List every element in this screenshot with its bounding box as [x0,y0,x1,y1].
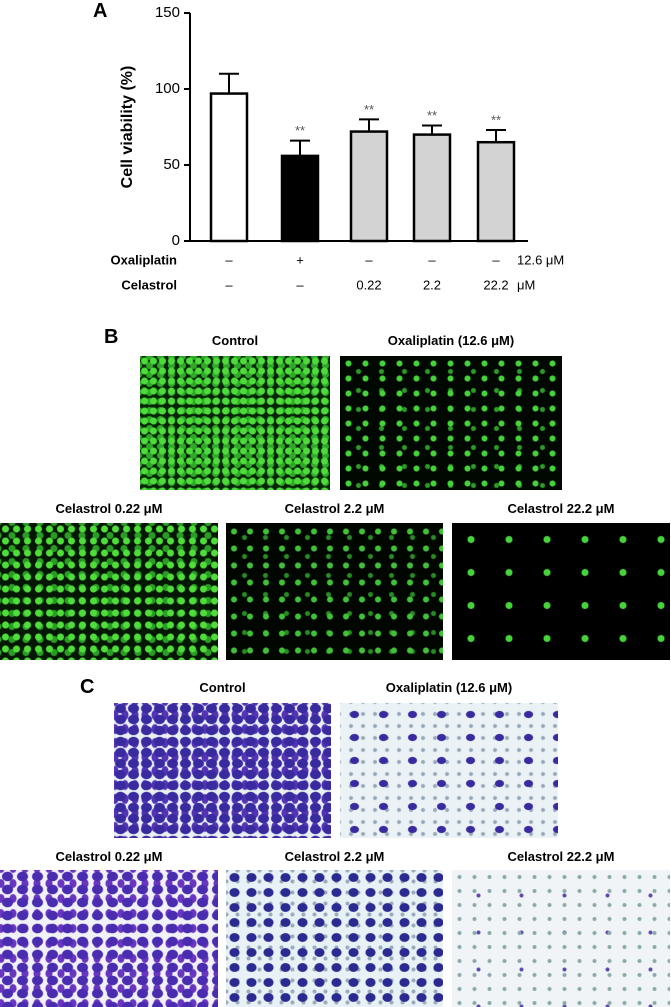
panel-label: B [104,326,119,348]
treatment-level: – [225,277,233,292]
bar [412,133,452,243]
bar-chart: Cell viability (%) 0 50 100 150 ** ** ** ** Oxal… [111,4,565,292]
stain-image [452,870,670,1007]
fluorescence-image [340,356,562,490]
y-tick-label: 100 [155,80,180,97]
treatment-level: 2.2 [423,277,441,292]
significance: ** [364,102,374,117]
image-title: Celastrol 22.2 μM [507,501,615,516]
y-tick-label: 150 [155,4,180,21]
significance: ** [427,108,437,123]
treatment-level: – [225,252,233,267]
treatment-level: 0.22 [356,277,381,292]
image-title: Control [211,333,259,348]
y-axis-label: Cell viability (%) [119,66,136,189]
stain-image [114,703,331,838]
image-title: Celastrol 22.2 μM [507,849,615,864]
image-title: Oxaliplatin (12.6 μM) [385,680,513,695]
treatment-level: + [296,252,304,267]
treatment-level: – [428,252,436,267]
image-title: Celastrol 0.22 μM [55,849,163,864]
fluorescence-image [226,523,443,660]
bar [280,154,320,243]
image-title: Celastrol 0.22 μM [55,501,163,516]
treatment-level: – [365,252,373,267]
unit-label: μM [517,277,535,292]
bar [209,92,249,243]
unit-label: 12.6 μM [517,252,564,267]
fluorescence-image [0,523,218,660]
panel-label: C [80,676,95,698]
significance: ** [491,112,501,127]
image-title: Control [199,680,246,695]
stain-image [340,703,558,838]
panel-label: A [93,0,108,22]
treatment-level: 22.2 [483,277,508,292]
fluorescence-image [140,356,330,490]
stain-image [226,870,443,1007]
significance: ** [295,123,305,138]
treatment-level: – [296,277,304,292]
row-label: Oxaliplatin [111,252,178,267]
image-title: Oxaliplatin (12.6 μM) [387,333,515,348]
image-title: Celastrol 2.2 μM [284,849,385,864]
stain-image [0,870,218,1007]
y-tick-label: 0 [172,232,180,249]
y-tick-label: 50 [163,156,180,173]
treatment-level: – [492,252,500,267]
row-label: Celastrol [121,277,177,292]
bar [349,130,389,243]
image-title: Celastrol 2.2 μM [284,501,385,516]
bar [476,140,516,243]
fluorescence-image [452,523,670,660]
